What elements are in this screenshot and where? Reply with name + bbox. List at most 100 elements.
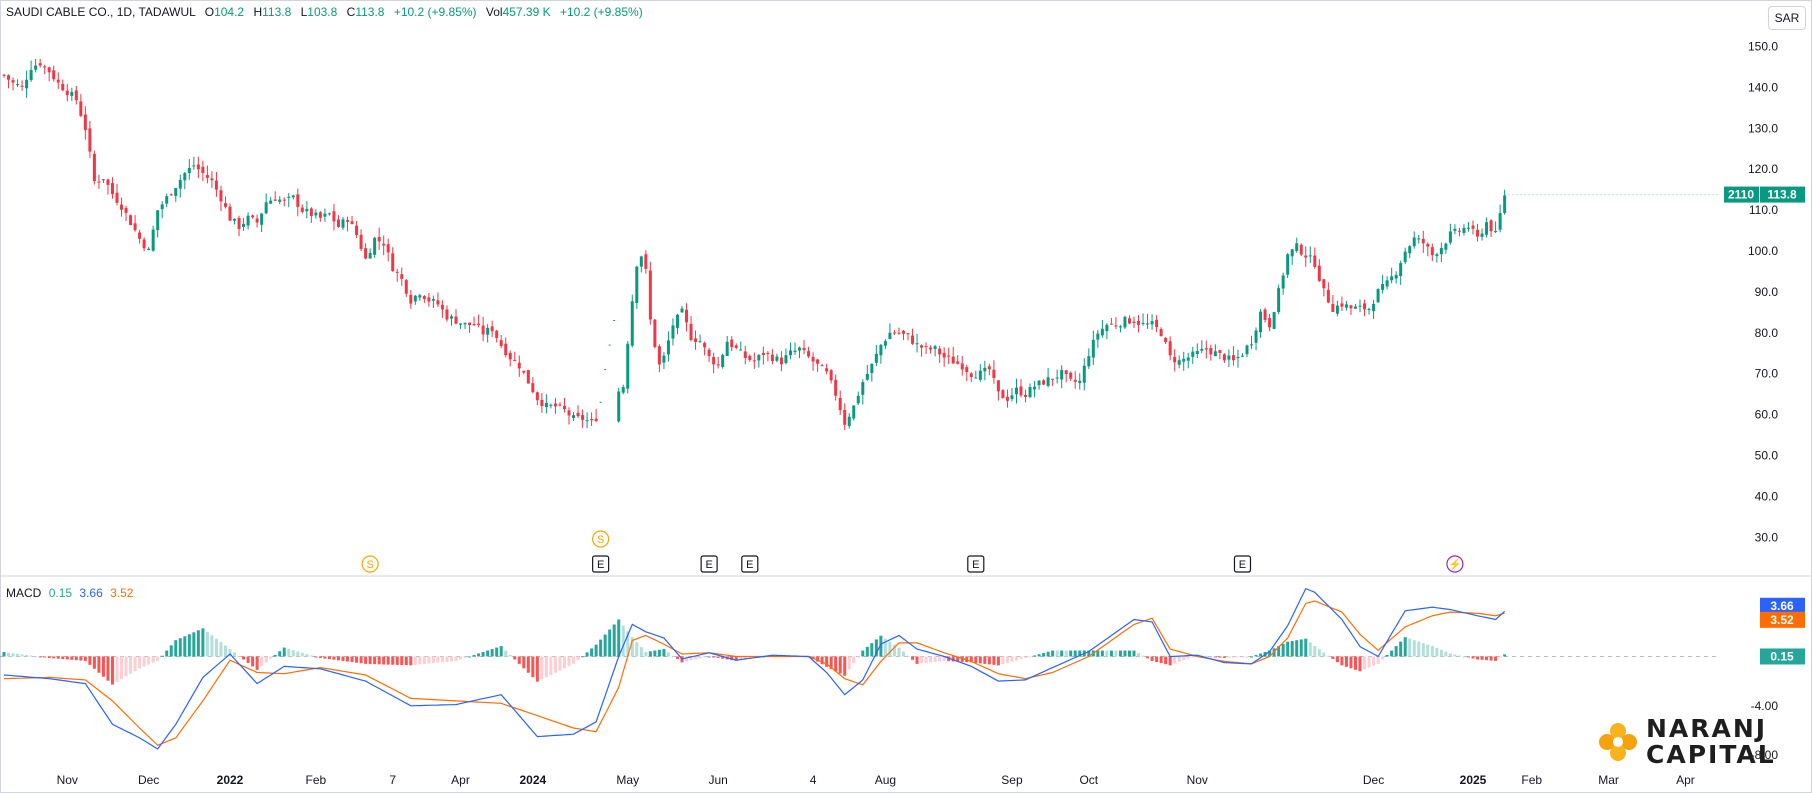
macd-histogram-bar — [942, 656, 946, 661]
candle-body — [431, 299, 435, 301]
time-axis-tick: Dec — [1363, 773, 1384, 787]
candle-body — [535, 392, 539, 401]
macd-histogram-bar — [648, 651, 652, 657]
macd-histogram-bar — [1191, 656, 1195, 658]
candle-body — [707, 349, 711, 357]
macd-histogram-bar — [662, 649, 666, 657]
macd-histogram-bar — [192, 632, 196, 657]
candle-body — [382, 243, 386, 246]
macd-histogram-bar — [617, 619, 621, 657]
candle-body — [1087, 356, 1091, 367]
macd-histogram-bar — [1476, 656, 1480, 660]
candle-body — [1033, 386, 1037, 390]
macd-histogram-bar — [1231, 656, 1235, 658]
candle-body — [1344, 304, 1348, 308]
candle-body — [1024, 394, 1028, 397]
candle-body — [522, 370, 526, 373]
candle-body — [811, 356, 815, 362]
candle-body — [1173, 356, 1177, 363]
macd-histogram-bar — [901, 651, 905, 657]
candle-body — [1222, 354, 1226, 361]
macd-histogram-bar — [178, 638, 182, 657]
macd-histogram-bar — [1114, 650, 1118, 657]
earnings-event-letter: E — [597, 559, 604, 571]
candle-body — [364, 248, 368, 259]
macd-histogram-bar — [1240, 656, 1244, 658]
candle-body — [761, 352, 765, 356]
candle-body — [192, 165, 196, 167]
macd-histogram-bar — [1394, 646, 1398, 657]
macd-histogram-bar — [1060, 650, 1064, 657]
macd-histogram-bar — [1046, 651, 1050, 657]
dividend-event-letter: S — [597, 534, 604, 546]
candle-body — [666, 340, 670, 355]
macd-line — [3, 587, 1506, 750]
candle-body — [391, 253, 395, 272]
macd-histogram-bar — [1503, 654, 1507, 657]
candle-body — [174, 188, 178, 196]
macd-histogram-bar — [987, 656, 991, 665]
candle-body — [793, 350, 797, 353]
candle-body — [526, 370, 530, 384]
candle-body — [120, 204, 124, 210]
candle-body — [1259, 311, 1263, 333]
macd-histogram-bar — [599, 639, 603, 657]
macd-histogram-bar — [1326, 655, 1330, 657]
macd-histogram-bar — [585, 652, 589, 657]
macd-histogram-bar — [25, 654, 29, 657]
candle-body — [685, 309, 689, 323]
candle-body — [657, 346, 661, 365]
candle-body — [1439, 248, 1443, 255]
candle-body — [1263, 309, 1267, 320]
candle-body — [183, 173, 187, 181]
macd-histogram-bar — [562, 656, 566, 669]
candle-body — [1046, 377, 1050, 386]
candle-body — [110, 183, 114, 195]
candle-body — [1394, 274, 1398, 279]
candle-body — [572, 415, 576, 418]
macd-histogram-bar — [1033, 655, 1037, 657]
candle-body — [29, 69, 33, 81]
macd-histogram-bar — [61, 656, 65, 660]
macd-histogram-bar — [906, 655, 910, 657]
macd-histogram-bar — [1123, 650, 1127, 657]
price-axis-tick: 80.0 — [1755, 326, 1779, 340]
candle-body — [65, 90, 69, 96]
candle-body — [138, 232, 142, 239]
candle-body — [788, 350, 792, 356]
candle-body — [1213, 351, 1217, 357]
macd-histogram-bar — [110, 656, 114, 685]
candle-body — [856, 395, 860, 404]
macd-histogram-bar — [499, 646, 503, 657]
candle-body — [282, 199, 286, 201]
candle-body — [1485, 222, 1489, 235]
dividend-event-marker — [361, 555, 379, 573]
time-axis-tick: 2025 — [1460, 773, 1487, 787]
candle-body — [1503, 195, 1507, 213]
candle-body — [1164, 337, 1168, 343]
macd-histogram-bar — [1259, 653, 1263, 657]
macd-histogram-bar — [400, 656, 404, 666]
macd-histogram-bar — [852, 656, 856, 664]
macd-histogram-bar — [115, 656, 119, 682]
candle-body — [499, 340, 503, 347]
candle-body — [1227, 355, 1231, 360]
macd-histogram-bar — [892, 644, 896, 657]
currency-button[interactable]: SAR — [1768, 6, 1806, 30]
candle-body — [1109, 323, 1113, 325]
macd-histogram-bar — [712, 656, 716, 658]
macd-histogram-bar — [16, 653, 20, 657]
candle-body — [648, 270, 652, 320]
macd-histogram-bar — [97, 656, 101, 673]
candle-body — [829, 370, 833, 381]
macd-histogram-bar — [1037, 654, 1041, 657]
macd-histogram-bar — [865, 646, 869, 657]
candle-body — [730, 339, 734, 348]
macd-histogram-bar — [92, 656, 96, 669]
macd-histogram-bar — [567, 656, 571, 667]
candle-body — [305, 208, 309, 212]
candle-body — [531, 383, 535, 393]
candle-body — [1159, 329, 1163, 337]
macd-histogram-bar — [7, 652, 11, 657]
